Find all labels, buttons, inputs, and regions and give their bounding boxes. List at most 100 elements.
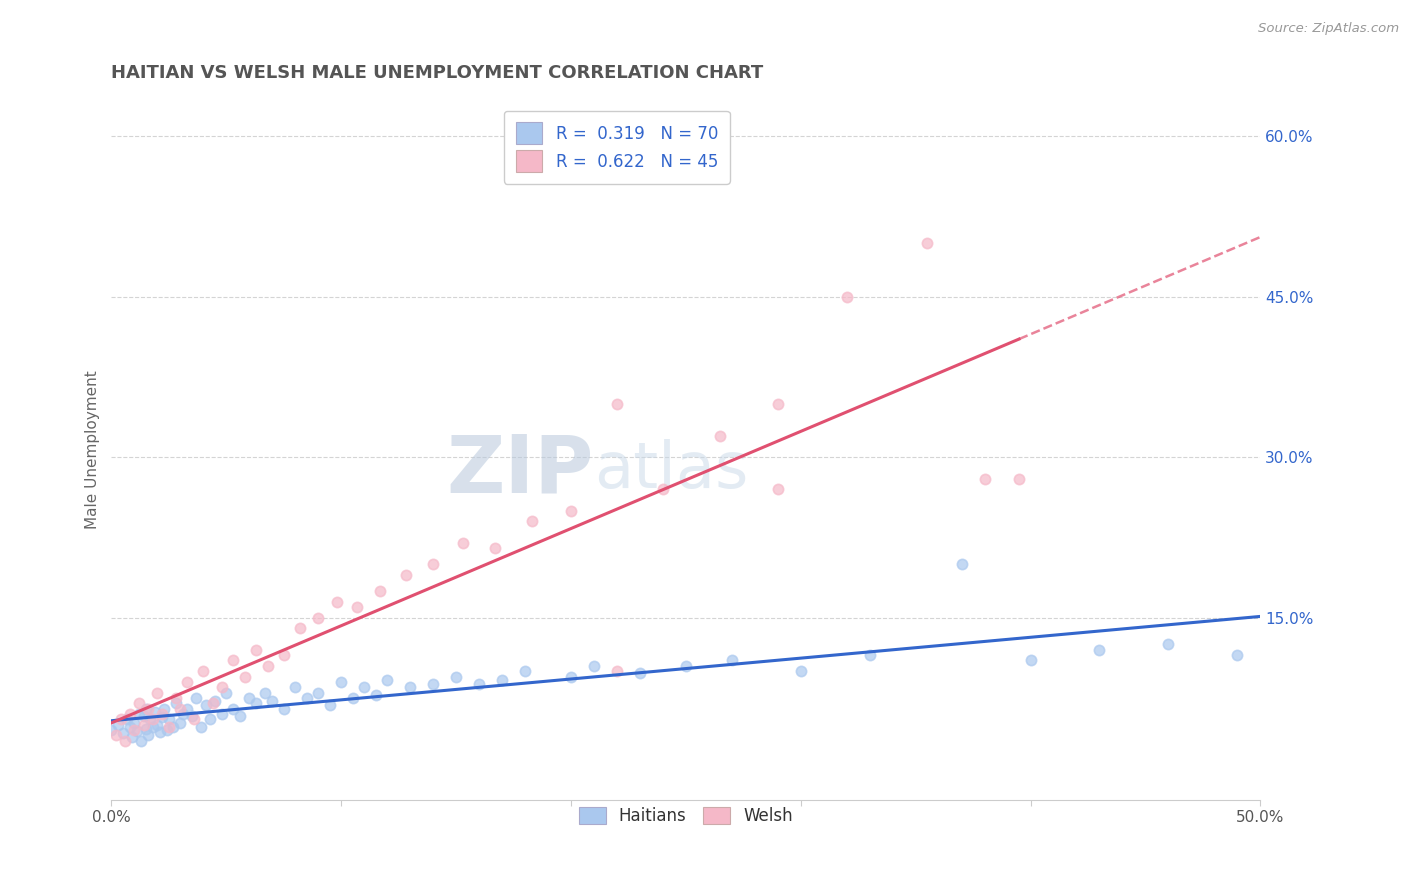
Point bbox=[451, 536, 474, 550]
Point bbox=[162, 720, 184, 734]
Point bbox=[342, 690, 364, 705]
Point bbox=[709, 429, 731, 443]
Point bbox=[124, 723, 146, 737]
Point bbox=[176, 674, 198, 689]
Point bbox=[193, 664, 215, 678]
Point bbox=[201, 696, 224, 710]
Point bbox=[651, 483, 673, 497]
Point bbox=[256, 658, 278, 673]
Point bbox=[150, 706, 173, 721]
Point bbox=[176, 701, 198, 715]
Point bbox=[468, 677, 491, 691]
Point bbox=[110, 712, 132, 726]
Point bbox=[245, 696, 267, 710]
Point bbox=[155, 723, 177, 737]
Point bbox=[422, 677, 444, 691]
Point bbox=[238, 690, 260, 705]
Point bbox=[107, 717, 129, 731]
Text: Source: ZipAtlas.com: Source: ZipAtlas.com bbox=[1258, 22, 1399, 36]
Point bbox=[183, 712, 205, 726]
Point bbox=[190, 720, 212, 734]
Point bbox=[169, 701, 191, 715]
Point bbox=[330, 674, 353, 689]
Point bbox=[146, 717, 169, 731]
Point bbox=[273, 648, 295, 662]
Point bbox=[295, 690, 318, 705]
Point bbox=[143, 705, 166, 719]
Point bbox=[118, 720, 141, 734]
Point bbox=[142, 720, 165, 734]
Point bbox=[194, 698, 217, 713]
Point bbox=[124, 715, 146, 730]
Point bbox=[950, 558, 973, 572]
Point bbox=[364, 688, 387, 702]
Point bbox=[346, 599, 368, 614]
Point bbox=[204, 694, 226, 708]
Point bbox=[233, 669, 256, 683]
Point bbox=[675, 658, 697, 673]
Point bbox=[1088, 642, 1111, 657]
Point bbox=[835, 290, 858, 304]
Point bbox=[157, 720, 180, 734]
Point bbox=[146, 685, 169, 699]
Point bbox=[254, 685, 277, 699]
Point bbox=[142, 712, 165, 726]
Point bbox=[136, 728, 159, 742]
Point bbox=[125, 724, 148, 739]
Point bbox=[307, 610, 329, 624]
Point bbox=[128, 706, 150, 721]
Point bbox=[325, 594, 347, 608]
Point bbox=[157, 712, 180, 726]
Point bbox=[222, 653, 245, 667]
Point bbox=[284, 680, 307, 694]
Point bbox=[150, 710, 173, 724]
Point bbox=[394, 567, 416, 582]
Point bbox=[200, 712, 222, 726]
Point bbox=[375, 673, 398, 687]
Point bbox=[273, 701, 295, 715]
Point bbox=[215, 685, 238, 699]
Point bbox=[118, 706, 141, 721]
Point bbox=[132, 709, 155, 723]
Point bbox=[169, 715, 191, 730]
Point bbox=[915, 236, 938, 251]
Point bbox=[128, 696, 150, 710]
Point bbox=[790, 664, 813, 678]
Point bbox=[318, 698, 340, 713]
Point bbox=[859, 648, 882, 662]
Text: ZIP: ZIP bbox=[447, 431, 593, 509]
Point bbox=[628, 666, 651, 681]
Point bbox=[211, 706, 233, 721]
Point bbox=[766, 483, 789, 497]
Legend: Haitians, Welsh: Haitians, Welsh bbox=[571, 798, 801, 833]
Point bbox=[399, 680, 422, 694]
Point bbox=[121, 731, 143, 745]
Point bbox=[149, 725, 172, 739]
Point bbox=[720, 653, 742, 667]
Point bbox=[582, 658, 605, 673]
Point bbox=[1226, 648, 1249, 662]
Point bbox=[165, 690, 187, 705]
Point bbox=[153, 701, 176, 715]
Point bbox=[444, 669, 467, 683]
Point bbox=[114, 733, 136, 747]
Point bbox=[484, 541, 506, 556]
Point bbox=[136, 701, 159, 715]
Text: HAITIAN VS WELSH MALE UNEMPLOYMENT CORRELATION CHART: HAITIAN VS WELSH MALE UNEMPLOYMENT CORRE… bbox=[111, 64, 763, 82]
Point bbox=[172, 706, 194, 721]
Text: atlas: atlas bbox=[593, 439, 748, 501]
Point bbox=[422, 558, 444, 572]
Point bbox=[606, 664, 628, 678]
Point bbox=[1008, 472, 1031, 486]
Point bbox=[117, 712, 139, 726]
Point bbox=[1019, 653, 1042, 667]
Point bbox=[353, 680, 375, 694]
Point bbox=[111, 726, 134, 740]
Point bbox=[135, 701, 157, 715]
Point bbox=[100, 723, 122, 737]
Point bbox=[560, 504, 582, 518]
Point bbox=[606, 397, 628, 411]
Point bbox=[229, 709, 252, 723]
Point bbox=[245, 642, 267, 657]
Point bbox=[105, 728, 128, 742]
